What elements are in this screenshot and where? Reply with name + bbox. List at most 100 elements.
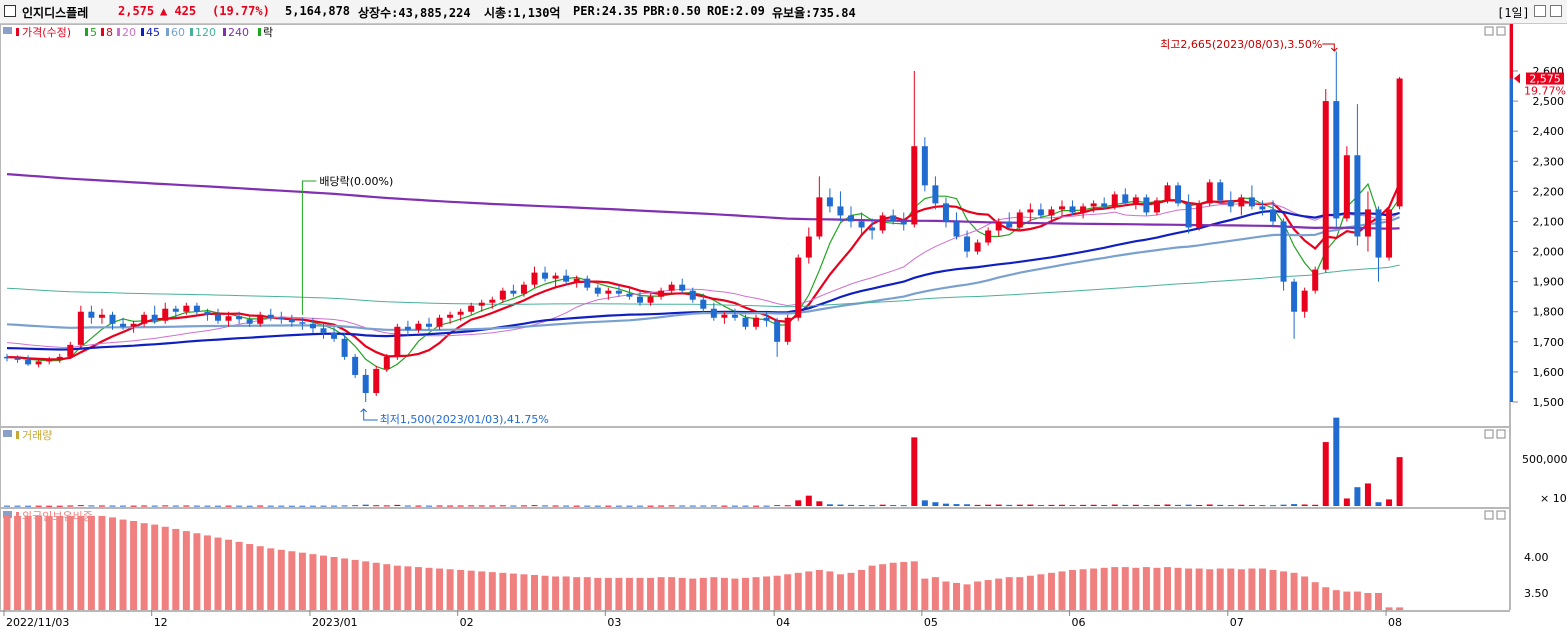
volume-bar [320, 505, 327, 507]
high-marker: 최고2,665(2023/08/03),3.50% [1160, 38, 1338, 52]
foreign-ratio-bar [784, 574, 792, 610]
candle-body [900, 221, 907, 225]
volume-bar [1132, 504, 1139, 506]
price-tick-label: 1,700 [1533, 336, 1565, 349]
candle-body [1343, 155, 1350, 219]
volume-axis-tick: 500,000 [1522, 453, 1567, 466]
candle-body [468, 305, 475, 312]
date-axis-label: 03 [607, 616, 621, 629]
candle-body [637, 296, 643, 303]
candle-body [1375, 209, 1382, 258]
candle-body [816, 197, 823, 237]
stock-name[interactable]: 인지디스플레 [22, 6, 89, 20]
candle-body [826, 197, 833, 207]
foreign-ratio-bar [1216, 568, 1224, 610]
candle-body [647, 296, 654, 303]
candle-body [77, 311, 84, 345]
volume-bar [215, 505, 221, 507]
listed-shares: 상장수:43,885,224 [358, 6, 471, 20]
foreign-ratio-bar [858, 569, 866, 610]
period-button[interactable]: [1일] [1497, 6, 1530, 20]
market-cap: 시총:1,130억 [484, 6, 561, 20]
foreign-ratio-bar [773, 575, 781, 610]
foreign-ratio-bar [425, 567, 433, 610]
volume-bar [1322, 442, 1329, 506]
volume-bar [510, 505, 517, 507]
volume-bar [900, 505, 907, 507]
candle-body [257, 314, 264, 324]
candle-body [246, 319, 253, 324]
foreign-ratio-bar [910, 561, 918, 610]
volume-bar [362, 504, 369, 506]
volume-bar [1312, 504, 1319, 506]
candle-body [415, 323, 422, 330]
foreign-panel-toggle-icon[interactable] [3, 511, 12, 518]
foreign-ratio-bar [625, 577, 633, 610]
volume-bar [985, 504, 992, 506]
volume-bar [763, 505, 770, 507]
candle-body [1006, 221, 1013, 228]
axis-range-bar [1510, 78, 1513, 402]
volume-bar [120, 505, 127, 507]
volume-bar [911, 437, 918, 506]
candle-body [1153, 200, 1160, 213]
volume-bar [826, 504, 833, 506]
candle-body [1238, 197, 1245, 207]
volume-bar [1080, 504, 1087, 506]
foreign-ratio-bar [1258, 568, 1266, 610]
foreign-ratio-bar [3, 515, 11, 610]
candle-body [489, 299, 496, 303]
foreign-ratio-bars [3, 515, 1404, 610]
foreign-ratio-bar [172, 528, 180, 610]
close-window-icon[interactable] [1550, 5, 1562, 17]
price-tick-label: 1,600 [1533, 366, 1565, 379]
price-panel-toggle-icon[interactable] [3, 27, 12, 34]
candle-body [1090, 203, 1097, 207]
foreign-ratio-bar [541, 575, 549, 610]
foreign-ratio-bar [657, 577, 665, 610]
volume-bar [1301, 504, 1308, 506]
volume-bar [352, 505, 359, 507]
candle-body [805, 236, 812, 258]
candle-body [1037, 209, 1044, 216]
volume-bar [795, 500, 802, 506]
select-checkbox[interactable] [4, 5, 16, 17]
foreign-ratio-bar [847, 572, 855, 610]
volume-bar [1185, 504, 1192, 506]
price-panel-window-buttons[interactable] [1484, 26, 1506, 520]
foreign-ratio-bar [1269, 569, 1277, 610]
volume-bar [1206, 504, 1213, 506]
volume-bar [594, 505, 601, 507]
stock-chart[interactable]: 가격(수정) 5 8 20 45 60 120 240 락 거래량 외국인보유비… [0, 24, 1567, 630]
dividend-annotation: 배당락(0.00%) [319, 175, 393, 188]
volume-bar [1027, 504, 1034, 506]
foreign-ratio-bar [182, 531, 190, 610]
volume-bar [1343, 498, 1350, 506]
volume-panel[interactable] [0, 427, 1510, 508]
foreign-ratio-bar [1153, 567, 1161, 610]
candle-body [594, 287, 601, 294]
foreign-ratio-bar [1280, 571, 1288, 610]
volume-bar [552, 505, 559, 507]
foreign-ratio-bar [393, 565, 401, 610]
candle-body [985, 230, 992, 243]
current-price: 2,575 [118, 4, 155, 18]
foreign-ratio-bar [341, 558, 349, 610]
candle-body [394, 326, 401, 357]
price-tick-label: 2,300 [1533, 155, 1565, 168]
foreign-ratio-bar [130, 521, 138, 610]
volume-bar [394, 504, 401, 506]
volume-bar [1090, 504, 1097, 506]
volume-bar [162, 505, 169, 507]
candle-body [1101, 203, 1108, 207]
candle-body [1270, 209, 1276, 222]
restore-window-icon[interactable] [1534, 5, 1546, 17]
volume-bar [531, 505, 538, 507]
candle-body [1333, 101, 1340, 219]
foreign-ratio-bar [562, 576, 570, 610]
candle-body [1132, 197, 1139, 204]
candle-body [1364, 209, 1371, 237]
volume-panel-toggle-icon[interactable] [3, 430, 12, 437]
current-pct-label: 19.77% [1524, 85, 1566, 98]
candle-body [1301, 290, 1308, 312]
